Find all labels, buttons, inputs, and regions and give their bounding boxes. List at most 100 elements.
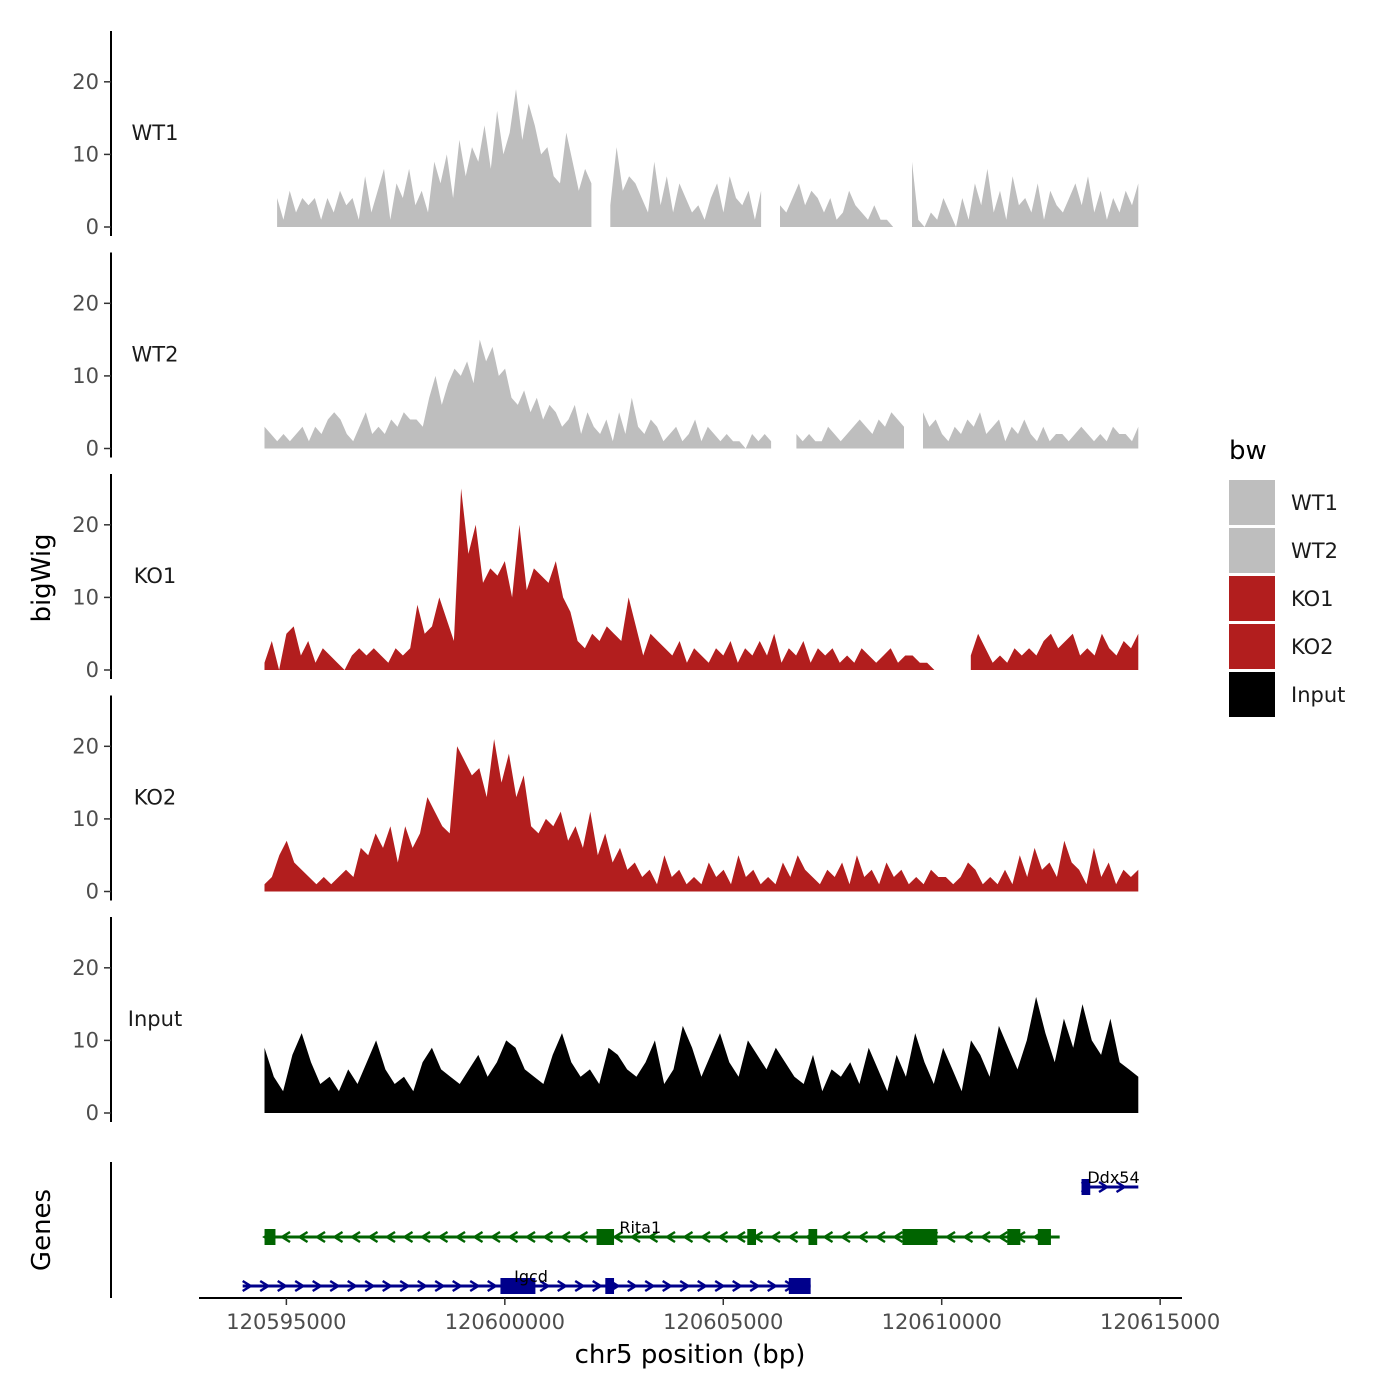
strand-chevron xyxy=(454,1230,466,1244)
y-tick-label: 10 xyxy=(72,807,99,831)
strand-chevron xyxy=(434,1279,446,1293)
strand-chevron xyxy=(717,1230,729,1244)
y-tick-label: 20 xyxy=(72,956,99,980)
coverage-area-wt2 xyxy=(796,412,904,449)
legend-swatch-ko1 xyxy=(1229,576,1275,621)
coverage-area-wt1 xyxy=(610,147,762,227)
strand-chevron xyxy=(349,1230,361,1244)
coverage-area-ko1 xyxy=(264,488,935,670)
gene-exon xyxy=(264,1229,276,1245)
coverage-area-wt2 xyxy=(923,412,1139,449)
strand-chevron xyxy=(559,1230,571,1244)
gene-rita1: Rita1 xyxy=(262,1218,1060,1245)
strand-chevron xyxy=(822,1230,834,1244)
y-tick-label: 20 xyxy=(72,291,99,315)
strand-chevron xyxy=(312,1279,324,1293)
y-tick-label: 10 xyxy=(72,585,99,609)
coverage-area-input xyxy=(264,996,1139,1113)
strand-chevron xyxy=(489,1230,501,1244)
strand-chevron xyxy=(259,1279,271,1293)
coverage-area-wt1 xyxy=(277,89,592,227)
x-tick-label: 120610000 xyxy=(882,1310,1002,1334)
strand-chevron xyxy=(629,1230,641,1244)
strand-chevron xyxy=(382,1279,394,1293)
track-panel-wt2: 0 10 20 WT2 xyxy=(72,252,1139,461)
strand-chevron xyxy=(647,1230,659,1244)
track-label-ko2: KO2 xyxy=(134,785,177,809)
coverage-area-wt1 xyxy=(912,161,1139,227)
track-label-ko1: KO1 xyxy=(134,564,177,588)
strand-chevron xyxy=(577,1230,589,1244)
strand-chevron xyxy=(242,1279,254,1293)
strand-chevron xyxy=(997,1230,1009,1244)
gene-label-ddx54: Ddx54 xyxy=(1087,1168,1139,1187)
strand-chevron xyxy=(679,1279,691,1293)
strand-chevron xyxy=(419,1230,431,1244)
x-axis-title: chr5 position (bp) xyxy=(575,1340,806,1370)
legend-label-ko2: KO2 xyxy=(1291,635,1334,659)
y-tick-label: 0 xyxy=(86,658,99,682)
strand-chevron xyxy=(539,1279,551,1293)
strand-chevron xyxy=(592,1279,604,1293)
legend-swatch-input xyxy=(1229,672,1275,717)
coverage-area-ko1 xyxy=(970,633,1139,670)
track-panel-input: 0 10 20 Input xyxy=(72,917,1139,1125)
strand-chevron xyxy=(682,1230,694,1244)
y-tick-label: 0 xyxy=(86,215,99,239)
coverage-panels: 0 10 20 WT1 0 10 20 WT2 0 10 20 KO1 0 10 20 KO2 0 10 20 Inp… xyxy=(72,31,1139,1125)
legend: bw WT1 WT2 KO1 KO2 Input xyxy=(1229,436,1345,717)
strand-chevron xyxy=(314,1230,326,1244)
strand-chevron xyxy=(469,1279,481,1293)
strand-chevron xyxy=(644,1279,656,1293)
coverage-area-wt2 xyxy=(264,339,772,449)
track-label-wt1: WT1 xyxy=(132,121,179,145)
strand-chevron xyxy=(944,1230,956,1244)
strand-chevron xyxy=(524,1230,536,1244)
strand-chevron xyxy=(472,1230,484,1244)
strand-chevron xyxy=(452,1279,464,1293)
y-tick-label: 20 xyxy=(72,513,99,537)
x-tick-label: 120600000 xyxy=(445,1310,565,1334)
y-tick-label: 20 xyxy=(72,70,99,94)
strand-chevron xyxy=(714,1279,726,1293)
track-panel-ko2: 0 10 20 KO2 xyxy=(72,695,1139,904)
x-axis-ticks: 120595000 120600000 120605000 120610000 1206… xyxy=(226,1298,1220,1334)
legend-label-ko1: KO1 xyxy=(1291,587,1334,611)
gene-exon xyxy=(1007,1229,1021,1245)
legend-entries: WT1 WT2 KO1 KO2 Input xyxy=(1229,480,1345,717)
legend-title: bw xyxy=(1229,436,1267,466)
gene-exon xyxy=(605,1278,615,1294)
strand-chevron xyxy=(1098,1180,1110,1194)
strand-chevron xyxy=(399,1279,411,1293)
legend-label-input: Input xyxy=(1291,683,1345,707)
strand-chevron xyxy=(332,1230,344,1244)
y-tick-label: 0 xyxy=(86,437,99,461)
gene-exon xyxy=(596,1229,615,1245)
gene-models: Ddx54 Rita1 Igcd xyxy=(242,1168,1140,1294)
legend-swatch-wt2 xyxy=(1229,528,1275,573)
x-tick-label: 120615000 xyxy=(1100,1310,1220,1334)
strand-chevron xyxy=(367,1230,379,1244)
gene-label-rita1: Rita1 xyxy=(619,1218,661,1237)
strand-chevron xyxy=(962,1230,974,1244)
track-label-wt2: WT2 xyxy=(132,342,179,366)
strand-chevron xyxy=(664,1230,676,1244)
strand-chevron xyxy=(542,1230,554,1244)
strand-chevron xyxy=(557,1279,569,1293)
strand-chevron xyxy=(697,1279,709,1293)
y-tick-label: 10 xyxy=(72,142,99,166)
coverage-area-ko2 xyxy=(264,739,1139,892)
strand-chevron xyxy=(612,1230,624,1244)
x-tick-label: 120595000 xyxy=(226,1310,346,1334)
strand-chevron xyxy=(767,1279,779,1293)
strand-chevron xyxy=(979,1230,991,1244)
y-tick-label: 10 xyxy=(72,364,99,388)
strand-chevron xyxy=(627,1279,639,1293)
y-tick-label: 10 xyxy=(72,1028,99,1052)
strand-chevron xyxy=(294,1279,306,1293)
legend-swatch-wt1 xyxy=(1229,480,1275,525)
strand-chevron xyxy=(787,1230,799,1244)
strand-chevron xyxy=(507,1230,519,1244)
strand-chevron xyxy=(749,1279,761,1293)
